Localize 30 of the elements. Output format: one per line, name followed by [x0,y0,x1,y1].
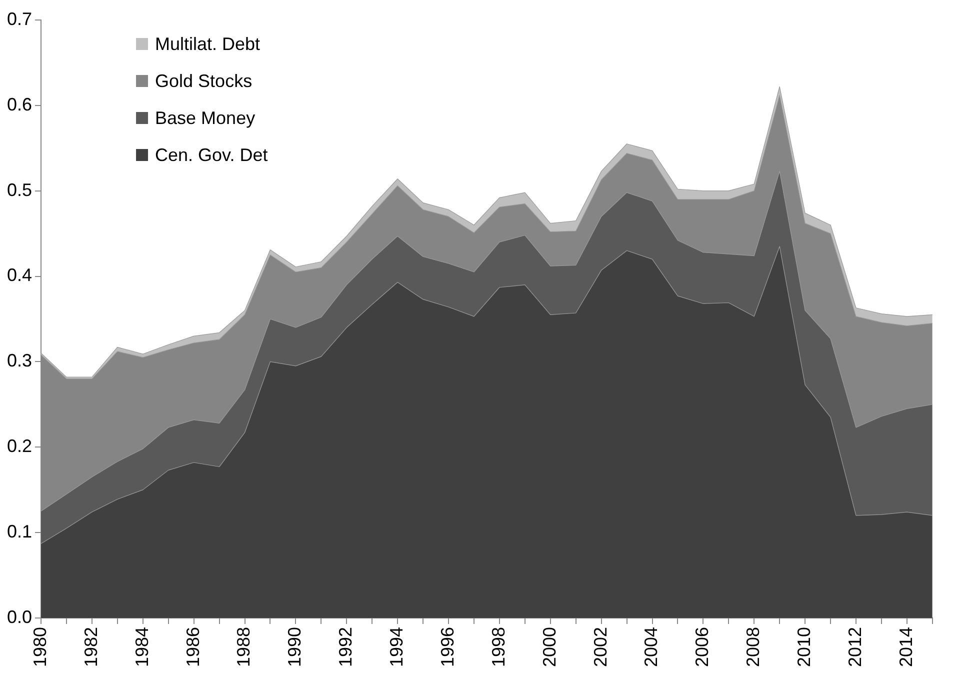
y-tick-label: 0.0 [6,606,32,627]
legend-label: Base Money [155,108,256,128]
y-tick-label: 0.5 [6,180,32,200]
legend-label: Multilat. Debt [155,34,260,54]
x-tick-label: 2000 [539,626,560,668]
legend-label: Gold Stocks [155,70,252,91]
x-tick-label: 1984 [132,626,152,668]
x-tick-label: 1982 [80,626,101,668]
x-tick-label: 2012 [844,626,865,668]
x-tick-label: 2014 [896,626,916,668]
x-tick-label: 1996 [437,626,458,668]
x-tick-label: 1992 [336,626,356,668]
legend-label: Cen. Gov. Det [155,144,268,165]
y-tick-label: 0.7 [6,8,32,29]
x-tick-label: 2008 [743,626,764,668]
x-tick-label: 2004 [641,626,662,668]
y-tick-label: 0.4 [6,265,32,286]
x-tick-label: 2010 [794,626,814,668]
y-tick-label: 0.6 [6,94,32,114]
x-tick-label: 2002 [590,626,610,668]
y-tick-label: 0.2 [6,436,32,456]
x-tick-label: 1980 [30,626,50,668]
x-tick-label: 1988 [234,626,254,668]
x-tick-label: 1990 [284,626,305,668]
x-tick-label: 1994 [386,626,407,668]
y-tick-label: 0.3 [6,350,32,371]
y-tick-label: 0.1 [6,522,32,542]
x-tick-label: 1986 [182,626,203,668]
x-tick-label: 2006 [692,626,712,668]
x-tick-label: 1998 [488,626,508,668]
